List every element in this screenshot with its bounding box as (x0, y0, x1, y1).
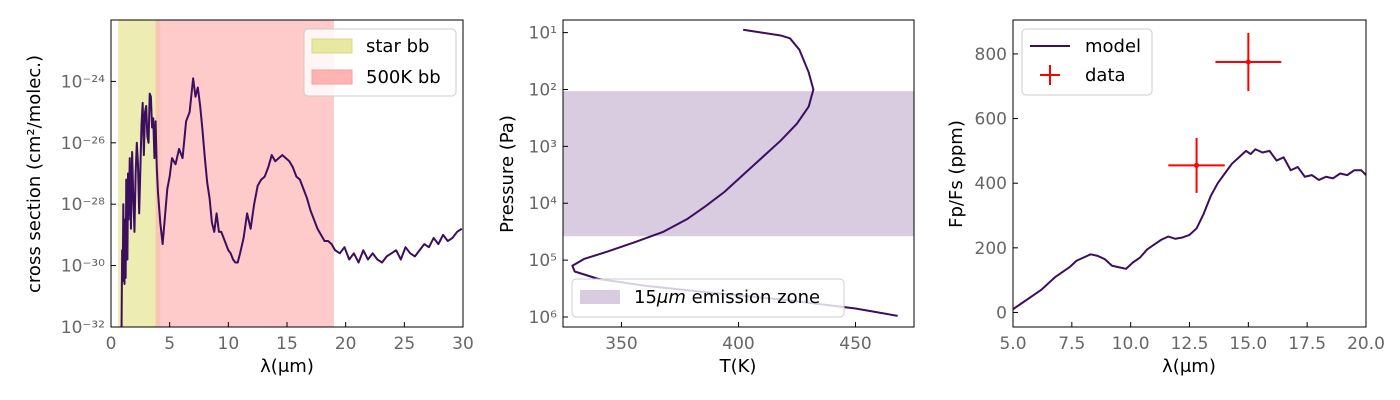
x-tick-label: 12.5 (1171, 334, 1209, 354)
legend-swatch-emission-zone (580, 290, 620, 304)
panel-a-ylabel: cross section (cm²/molec.) (24, 55, 45, 293)
panel-c-errorbars (1168, 32, 1282, 193)
x-tick-label: 10.0 (1112, 334, 1150, 354)
emission-zone-band (563, 91, 914, 237)
data-point (1194, 162, 1200, 168)
x-tick-label: 15 (276, 334, 298, 354)
eclipse-depth-panel: 5.0 7.5 10.0 12.5 15.0 17.5 20.00200400600800 … (946, 19, 1385, 377)
panel-b-bands (563, 91, 914, 237)
y-tick-label: 10⁻³⁰ (61, 257, 105, 277)
x-tick-label: 5.0 (999, 334, 1026, 354)
x-tick-label: 0 (106, 334, 117, 354)
legend-label-500k-bb: 500K bb (366, 67, 441, 88)
x-tick-label: 20.0 (1347, 334, 1385, 354)
legend-label-emission-zone: 15μm emission zone (634, 287, 820, 308)
panel-b-xlabel: T(K) (719, 356, 757, 377)
cross-section-line (120, 77, 463, 327)
x-tick-label: 450 (839, 334, 871, 354)
legend-label-data: data (1085, 65, 1126, 86)
legend-swatch-star-bb (311, 38, 353, 54)
y-tick-label: 10⁻²⁶ (61, 134, 105, 154)
y-tick-label: 10⁵ (529, 251, 557, 271)
emission-prefix: 15 (634, 287, 657, 308)
y-tick-label: 10⁻³² (61, 318, 105, 338)
legend-label-model: model (1085, 36, 1141, 57)
panel-a-bands (118, 20, 334, 327)
panel-a-xlabel: λ(μm) (260, 356, 314, 377)
x-tick-label: 17.5 (1288, 334, 1326, 354)
emission-suffix: emission zone (686, 287, 820, 308)
panel-b-legend: 15μm emission zone (571, 278, 845, 318)
emission-italic: μm (656, 287, 686, 308)
panel-c-xlabel: λ(μm) (1162, 356, 1216, 377)
pressure-temperature-panel: 350 400 450 10¹ 10² 10³ 10⁴ 10⁵ 10⁶ T(K) Pressur… (497, 19, 915, 377)
cross-section-panel: 0 5 10 15 20 25 30 10⁻³² 10⁻³⁰ 10⁻²⁸ 10⁻²⁶ 10⁻²⁴ λ(… (24, 19, 474, 377)
legend-swatch-500k-bb (311, 69, 353, 85)
y-tick-label: 10⁴ (529, 194, 558, 214)
x-tick-label: 7.5 (1058, 334, 1085, 354)
panel-a-ticks: 0 5 10 15 20 25 30 10⁻³² 10⁻³⁰ 10⁻²⁸ 10⁻²⁶ 10⁻²⁴ (61, 72, 474, 354)
y-tick-label: 400 (975, 174, 1007, 194)
y-tick-label: 200 (975, 239, 1007, 259)
x-tick-label: 30 (452, 334, 474, 354)
data-point (1245, 59, 1251, 65)
y-tick-label: 800 (975, 45, 1007, 65)
y-tick-label: 10³ (529, 137, 557, 157)
x-tick-label: 400 (722, 334, 754, 354)
panel-b-ticks: 350 400 450 10¹ 10² 10³ 10⁴ 10⁵ 10⁶ (529, 24, 872, 354)
x-tick-label: 15.0 (1229, 334, 1267, 354)
model-line (1013, 148, 1366, 311)
panel-a-series (120, 77, 463, 327)
y-tick-label: 10⁶ (529, 308, 558, 328)
y-tick-label: 10⁻²⁸ (61, 195, 105, 215)
panel-c-legend: model data (1021, 28, 1153, 96)
x-tick-label: 5 (164, 334, 175, 354)
legend-label-star-bb: star bb (366, 36, 429, 57)
x-tick-label: 350 (605, 334, 637, 354)
y-tick-label: 10¹ (529, 24, 557, 44)
y-tick-label: 0 (996, 303, 1007, 323)
panel-c-series (1013, 148, 1366, 311)
panel-c-ylabel: Fp/Fs (ppm) (946, 120, 967, 228)
y-tick-label: 10² (529, 80, 557, 100)
y-tick-label: 600 (975, 110, 1007, 130)
panel-c-ticks: 5.0 7.5 10.0 12.5 15.0 17.5 20.0 0 200 400 600 800 (975, 45, 1385, 354)
panel-a-legend: star bb 500K bb (303, 28, 457, 97)
x-tick-label: 20 (335, 334, 357, 354)
legend-box (571, 278, 845, 318)
y-tick-label: 10⁻²⁴ (61, 72, 105, 92)
x-tick-label: 10 (218, 334, 240, 354)
panel-b-ylabel: Pressure (Pa) (497, 115, 518, 233)
x-tick-label: 25 (394, 334, 416, 354)
